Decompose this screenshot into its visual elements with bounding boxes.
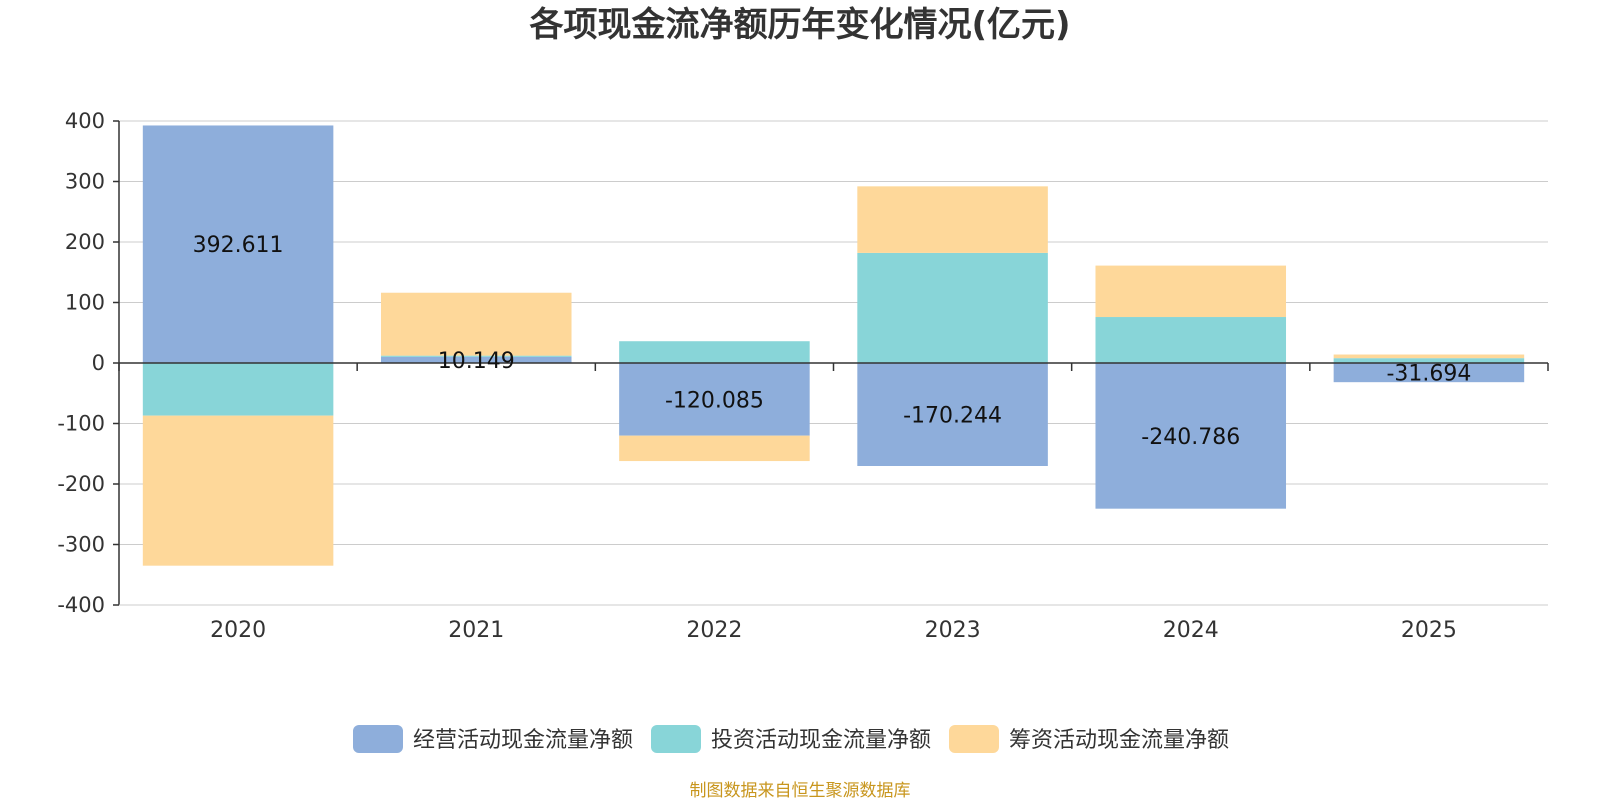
legend-swatch [651, 725, 701, 753]
y-tick-label: -300 [57, 533, 105, 557]
y-tick-label: 100 [65, 291, 105, 315]
y-tick-label: 300 [65, 170, 105, 194]
data-label-2024: -240.786 [1141, 425, 1240, 450]
legend-label: 投资活动现金流量净额 [711, 728, 931, 753]
legend-item-1[interactable]: 投资活动现金流量净额 [651, 725, 931, 753]
bar-segment-2023-s0 [857, 363, 1048, 466]
bar-segment-2023-s2 [857, 186, 1048, 253]
y-tick-label: -400 [57, 593, 105, 617]
x-tick-label: 2024 [1163, 618, 1219, 643]
bar-segment-2025-s0 [1333, 363, 1525, 383]
bar-segment-2022-s1 [619, 341, 810, 363]
y-tick-label: -200 [57, 472, 105, 496]
legend-swatch [353, 725, 403, 753]
legend-swatch [949, 725, 999, 753]
source-note: 制图数据来自恒生聚源数据库 [690, 781, 911, 800]
y-tick-label: 200 [65, 230, 105, 254]
x-axis: 2020 2021 2022 2023 2024 2025 [118, 362, 1549, 643]
bar-segment-2021-s1 [380, 355, 572, 357]
data-label-2022: -120.085 [665, 388, 764, 413]
bar-segment-2024-s1 [1095, 317, 1287, 363]
legend-label: 筹资活动现金流量净额 [1009, 728, 1229, 753]
chart-title: 各项现金流净额历年变化情况(亿元) [529, 5, 1070, 45]
bar-segment-2020-s1 [142, 363, 334, 416]
bars [142, 125, 1525, 566]
bar-segment-2021-s0 [380, 356, 572, 363]
bar-segment-2022-s2 [619, 435, 810, 462]
y-tick-label: -100 [57, 412, 105, 436]
y-tick-label: 400 [65, 109, 105, 133]
bar-segment-2021-s2 [380, 292, 572, 356]
bar-segment-2024-s2 [1095, 265, 1287, 318]
bar-segment-2023-s1 [857, 252, 1048, 363]
y-axis: 400 300 200 100 0 -100 -200 -300 -400 [57, 109, 120, 617]
bar-segment-2020-s2 [142, 415, 334, 566]
data-label-2025: -31.694 [1386, 362, 1471, 387]
bar-segment-2025-s2 [1333, 354, 1525, 359]
x-tick-label: 2022 [686, 618, 742, 643]
bar-segment-2020-s0 [142, 125, 334, 364]
legend: 经营活动现金流量净额 投资活动现金流量净额 筹资活动现金流量净额 [353, 725, 1229, 753]
legend-label: 经营活动现金流量净额 [413, 728, 633, 753]
bar-segment-2025-s1 [1333, 358, 1525, 363]
data-label-2021: 10.149 [438, 349, 515, 374]
legend-item-0[interactable]: 经营活动现金流量净额 [353, 725, 633, 753]
x-tick-label: 2025 [1401, 618, 1457, 643]
x-tick-label: 2021 [448, 618, 504, 643]
bar-segment-2022-s0 [619, 363, 810, 436]
x-tick-label: 2020 [210, 618, 266, 643]
bar-segment-2024-s0 [1095, 363, 1287, 509]
legend-item-2[interactable]: 筹资活动现金流量净额 [949, 725, 1229, 753]
y-tick-label: 0 [92, 351, 105, 375]
data-labels: 392.611 10.149 -120.085 -170.244 -240.786 -31… [193, 233, 1472, 450]
data-label-2023: -170.244 [903, 403, 1002, 428]
data-label-2020: 392.611 [193, 233, 284, 258]
x-tick-label: 2023 [925, 618, 981, 643]
